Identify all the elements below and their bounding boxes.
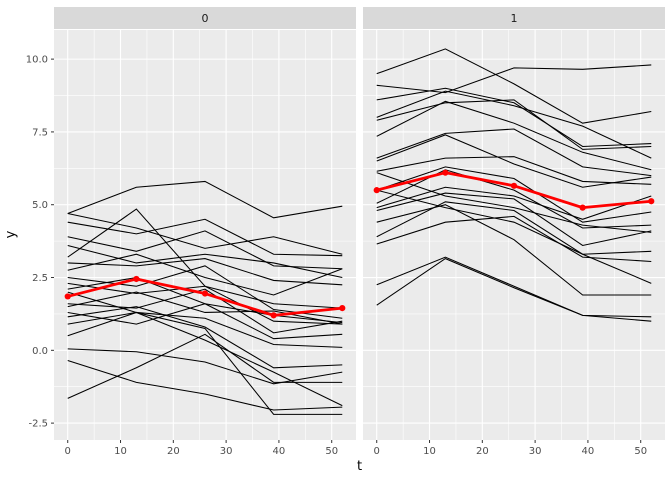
mean-point [201,290,209,297]
trajectory-line [67,180,343,219]
trajectory-line [67,360,343,411]
x-tick-label: 30 [529,446,542,457]
trajectory-line [67,258,343,286]
mean-point [510,182,518,189]
x-tick-label: 20 [476,446,489,457]
trajectory-line [67,306,343,369]
trajectory-line [67,230,343,270]
y-tick-label: 10.0 [26,55,48,66]
facet-strip-1: 1 [363,7,665,29]
y-tick-label: 7.5 [32,127,48,138]
trajectory-line [376,134,652,188]
trajectory-line [376,100,652,171]
panel-background [363,30,665,440]
mean-point [648,198,655,205]
trajectory-line [376,87,652,148]
trajectory-line [376,128,652,177]
y-tick-label: 2.5 [32,273,48,284]
trajectory-line [376,201,652,255]
facet-strip-0-label: 0 [201,11,209,25]
trajectory-line [376,189,652,284]
y-tick-label: -2.5 [28,419,48,430]
trajectory-line [67,288,343,334]
trajectory-line [67,212,343,255]
facet-strip-0: 0 [54,7,356,29]
trajectory-line [67,348,343,385]
mean-point [579,204,586,211]
x-tick-label: 0 [374,446,380,457]
mean-point [373,187,380,194]
trajectory-line [376,186,652,220]
trajectory-line [67,244,343,279]
trajectory-line [67,218,343,257]
x-tick-label: 50 [325,446,338,457]
y-tick-label: 5.0 [32,200,48,211]
y-axis-title: y [3,230,19,239]
facet-strip-1-label: 1 [510,11,518,25]
trajectory-line [376,204,652,296]
x-tick-label: 10 [114,446,127,457]
trajectory-line [376,192,652,247]
mean-point [133,275,140,283]
x-axis-title: t [356,459,363,474]
trajectory-line [67,282,343,309]
trajectory-line [376,99,652,150]
x-tick-label: 30 [220,446,233,457]
x-tick-label: 40 [582,446,595,457]
trajectory-line [376,156,652,185]
mean-point [64,293,71,300]
trajectory-line [67,311,343,415]
trajectory-line [376,90,652,159]
y-tick-label: 0.0 [32,346,48,357]
trajectory-line [67,291,343,407]
trajectory-line [376,172,652,233]
trajectory-line [67,311,343,348]
trajectory-line [67,333,343,399]
trajectory-line [67,253,343,296]
x-tick-label: 40 [273,446,286,457]
x-tick-label: 0 [65,446,71,457]
trajectory-line [376,166,652,223]
x-tick-label: 20 [167,446,180,457]
mean-point [442,169,449,176]
x-tick-label: 10 [423,446,436,457]
mean-point [270,312,277,319]
x-tick-label: 50 [634,446,647,457]
trajectory-line [376,215,652,263]
trajectory-line [376,256,652,318]
trajectory-line [376,48,652,124]
trajectory-line [67,291,343,325]
trajectory-line [376,64,652,94]
mean-point [339,304,346,312]
trajectory-line [376,257,652,322]
